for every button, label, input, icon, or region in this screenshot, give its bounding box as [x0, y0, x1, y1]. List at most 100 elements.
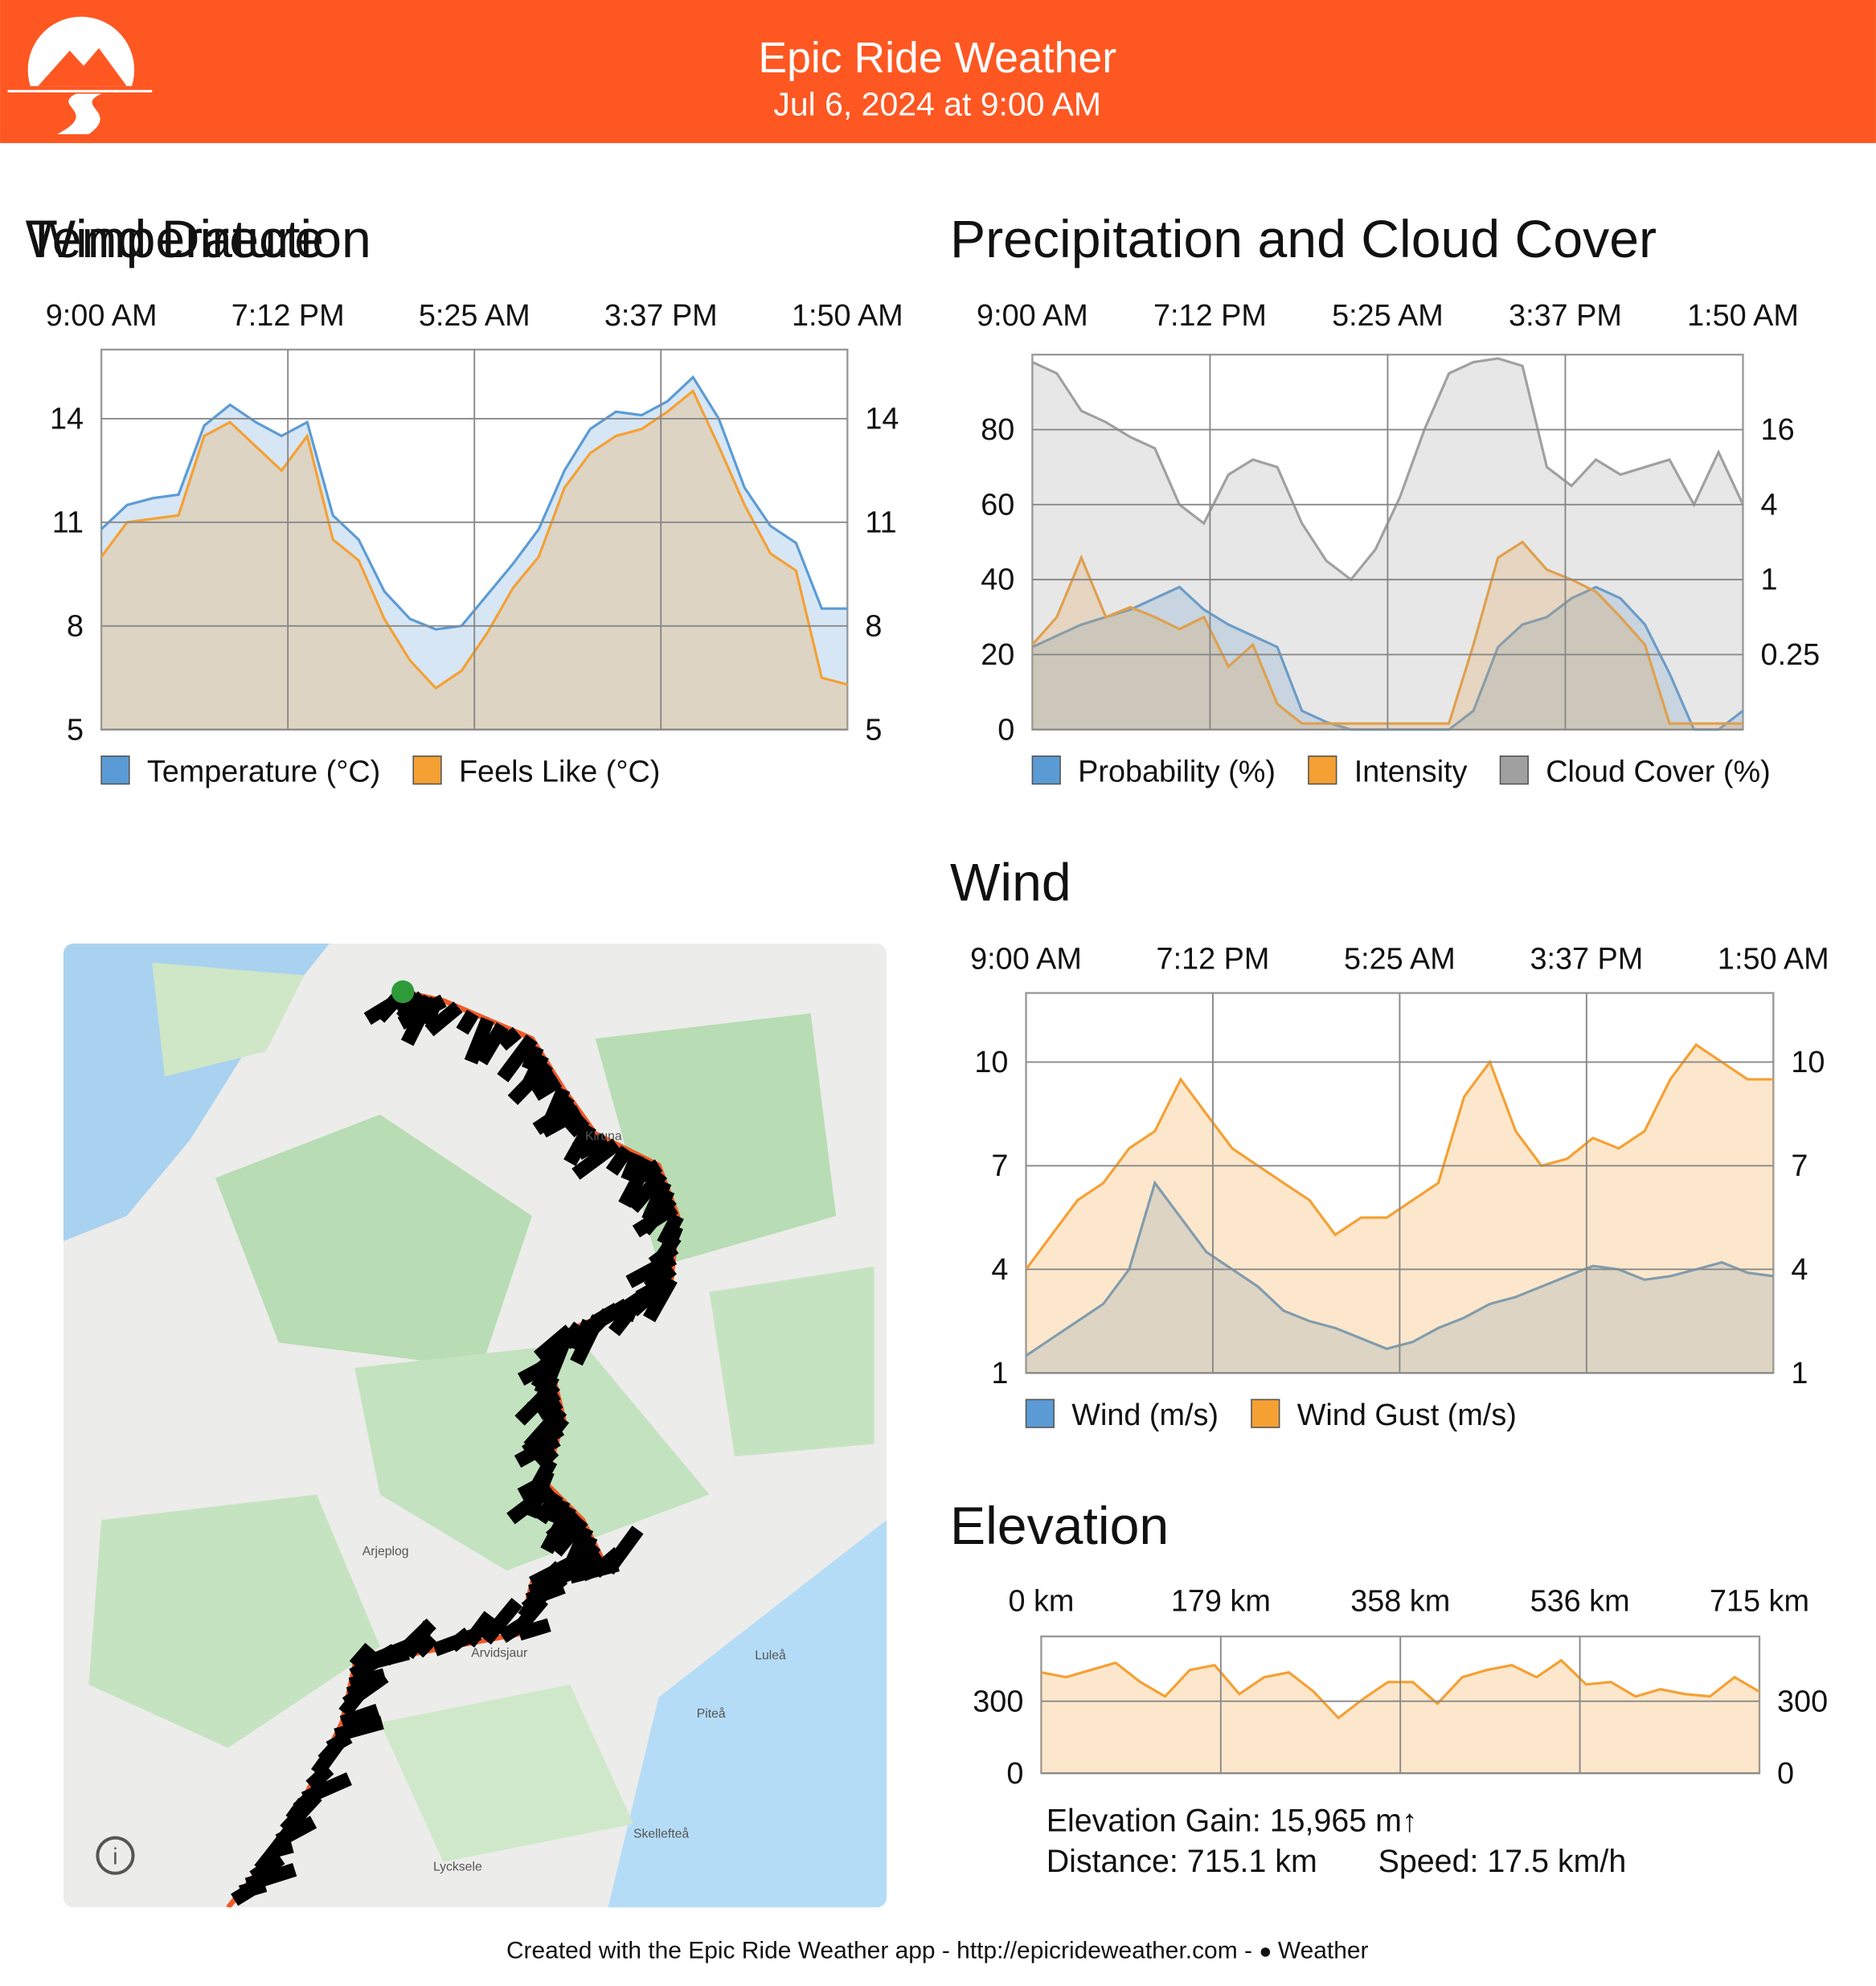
y-tick-label-right: 14	[865, 403, 899, 436]
wind-arrow	[514, 1433, 561, 1468]
wind-arrow	[517, 1618, 551, 1641]
y-tick-label: 0	[1006, 1757, 1023, 1791]
x-tick-label: 5:25 AM	[1332, 299, 1444, 333]
y-tick-label: 20	[981, 638, 1014, 672]
y-tick-label-right: 4	[1791, 1253, 1808, 1287]
x-tick-label: 536 km	[1530, 1585, 1630, 1619]
wind-arrow	[551, 1515, 588, 1557]
stat-text: Elevation Gain: 15,965 m↑	[1047, 1804, 1418, 1839]
y-tick-label: 60	[981, 488, 1014, 522]
wind-arrow	[554, 1558, 592, 1586]
legend-label: Wind Gust (m/s)	[1297, 1398, 1517, 1432]
map-label: Piteå	[697, 1706, 726, 1721]
map: i	[63, 944, 887, 1908]
wind-arrow	[627, 1169, 668, 1214]
stat-text: Distance: 715.1 km	[1047, 1844, 1317, 1879]
wind-arrow	[475, 1022, 509, 1066]
wind-arrow	[412, 1632, 438, 1658]
legend-swatch	[1308, 755, 1337, 785]
wind-arrow	[565, 1113, 590, 1138]
wind-arrow	[531, 1075, 563, 1101]
wind-arrow	[571, 1138, 621, 1180]
svg-text:i: i	[113, 1845, 117, 1870]
wind-arrow	[518, 1355, 558, 1386]
y-tick-label-right: 8	[865, 609, 882, 643]
map-label: Kiruna	[585, 1129, 622, 1143]
legend-label: Feels Like (°C)	[459, 755, 660, 788]
footer-text: Created with the Epic Ride Weather app -…	[506, 1937, 1259, 1963]
wind-arrow	[338, 1677, 375, 1718]
y-tick-label: 8	[67, 609, 84, 643]
header-bar	[0, 0, 1876, 144]
wind-arrow	[534, 1445, 559, 1470]
x-tick-label: 1:50 AM	[792, 299, 903, 333]
y-tick-label: 300	[973, 1685, 1023, 1718]
x-tick-label: 3:37 PM	[1509, 299, 1622, 333]
date: Jul 6, 2024 at 9:00 AM	[773, 85, 1101, 122]
x-tick-label: 1:50 AM	[1687, 299, 1799, 333]
x-tick-label: 179 km	[1171, 1585, 1271, 1619]
map-labels: Kiruna Arjeplog Arvidsjaur Luleå Piteå Skelle…	[363, 1129, 786, 1873]
wind-arrow	[526, 1066, 557, 1092]
wind-arrow	[570, 1318, 596, 1353]
y-tick-label-right: 1	[1791, 1357, 1808, 1390]
y-tick-label: 80	[981, 413, 1014, 447]
legend-swatch	[1031, 755, 1061, 785]
x-tick-label: 358 km	[1350, 1585, 1450, 1619]
y-tick-label-right: 5	[865, 713, 882, 747]
chart-title: Temperature	[26, 210, 324, 269]
map-label: Luleå	[755, 1648, 786, 1662]
logo	[7, 16, 153, 135]
map-label: Arvidsjaur	[471, 1646, 527, 1660]
wind-arrow	[528, 1556, 576, 1590]
x-tick-label: 9:00 AM	[977, 299, 1088, 333]
map-title: Wind Direction	[26, 210, 371, 269]
x-tick-label: 7:12 PM	[1153, 299, 1267, 333]
wind-arrow	[545, 1508, 581, 1543]
wind-arrow	[642, 1276, 678, 1323]
x-tick-label: 9:00 AM	[970, 943, 1082, 977]
stat-text: Speed: 17.5 km/h	[1378, 1844, 1627, 1879]
wind-arrow	[424, 1001, 463, 1037]
legend-swatch	[100, 755, 130, 785]
brand-mark: ●	[1259, 1939, 1278, 1963]
y-tick-label-right: 300	[1777, 1685, 1828, 1718]
y2-tick-label: 16	[1761, 413, 1795, 447]
y2-tick-label: 1	[1761, 563, 1778, 597]
wind-arrow	[637, 1159, 663, 1183]
y-tick-label-right: 10	[1791, 1046, 1825, 1079]
legend-label: Probability (%)	[1078, 755, 1276, 788]
chart-title: Elevation	[950, 1497, 1169, 1556]
y-tick-label: 40	[981, 563, 1014, 597]
y-tick-label-right: 0	[1777, 1757, 1794, 1791]
wind-arrow	[432, 1627, 482, 1656]
wind-arrow	[456, 1009, 479, 1035]
wind-arrow	[498, 1618, 526, 1644]
wind-arrow	[620, 1297, 641, 1323]
y-tick-label: 7	[991, 1149, 1008, 1183]
map-label: Lycksele	[433, 1861, 482, 1874]
x-tick-label: 7:12 PM	[1157, 943, 1270, 977]
x-tick-label: 1:50 AM	[1718, 943, 1829, 977]
y-tick-label: 10	[974, 1046, 1008, 1079]
y2-tick-label: 0.25	[1761, 638, 1821, 672]
wind-arrow	[575, 1132, 609, 1160]
y-tick-label: 5	[67, 713, 84, 747]
y-tick-label: 4	[991, 1253, 1008, 1287]
x-tick-label: 5:25 AM	[419, 299, 530, 333]
x-tick-label: 0 km	[1008, 1585, 1074, 1619]
app-title: Epic Ride Weather	[758, 34, 1116, 82]
footer-brand: Weather	[1278, 1937, 1369, 1963]
chart-title: Wind	[950, 853, 1071, 912]
y-tick-label: 14	[50, 403, 84, 436]
wind-arrow	[535, 1395, 563, 1420]
wind-arrow	[516, 1595, 549, 1630]
legend-swatch	[1251, 1398, 1280, 1428]
footer: Created with the Epic Ride Weather app -…	[506, 1937, 1369, 1963]
wind-arrow	[625, 1251, 677, 1288]
wind-arrow	[349, 1643, 376, 1670]
y-tick-label: 1	[991, 1357, 1008, 1390]
legend-swatch	[1499, 755, 1529, 785]
